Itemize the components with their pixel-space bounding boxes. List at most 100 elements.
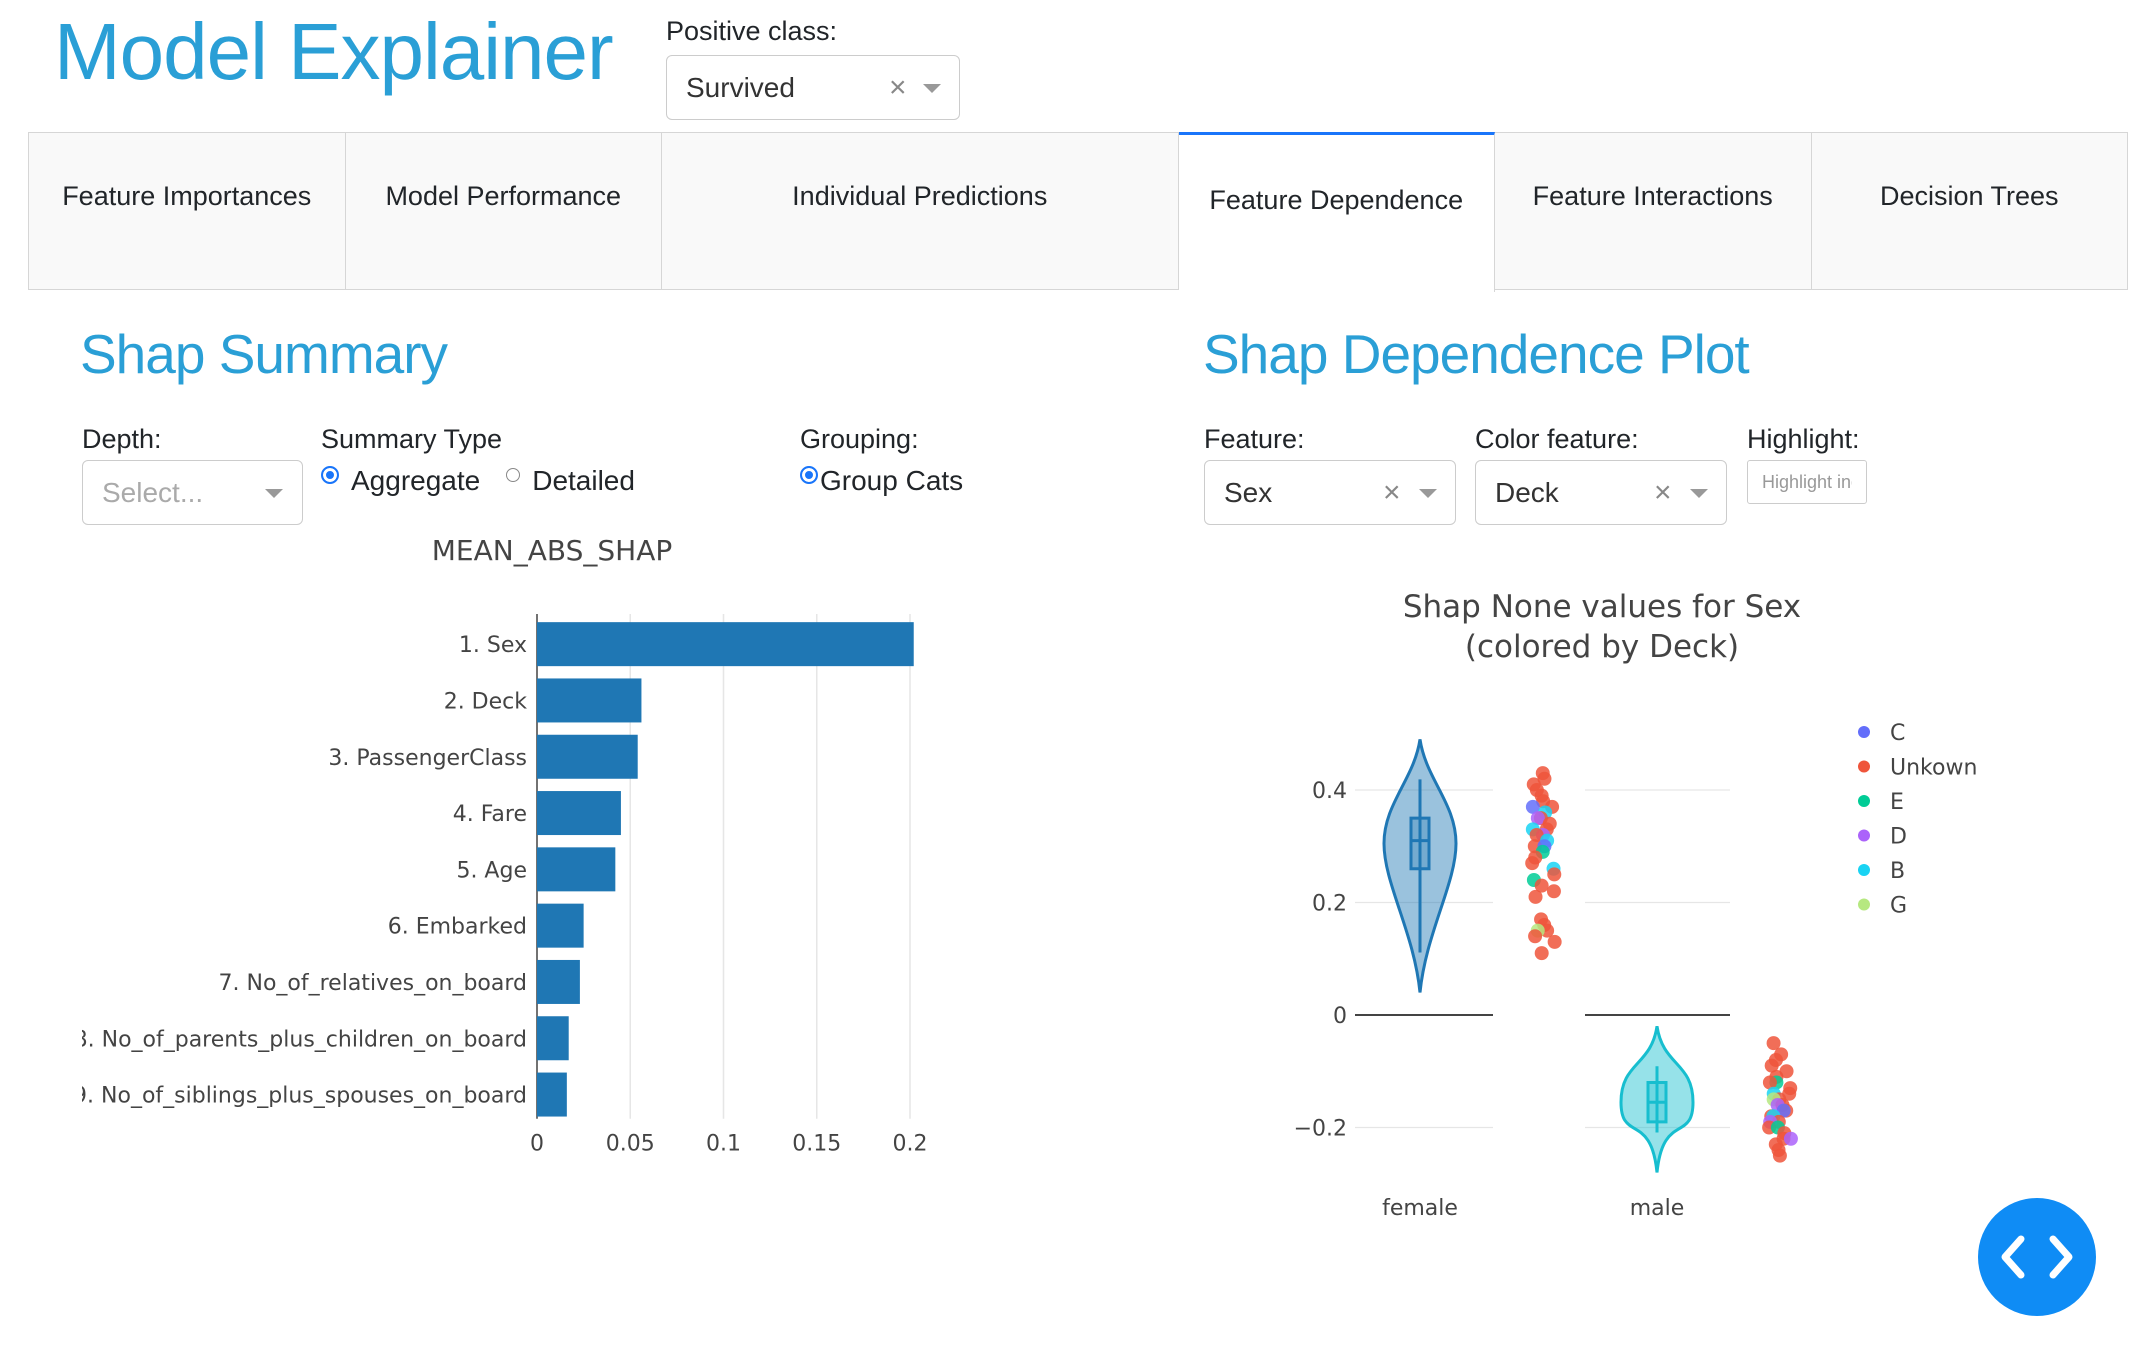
data-point xyxy=(1783,1131,1798,1146)
legend-label: C xyxy=(1890,721,1905,746)
bar xyxy=(537,903,584,948)
highlight-input[interactable] xyxy=(1747,460,1867,504)
bar xyxy=(537,959,580,1004)
bar-chart-title: MEAN_ABS_SHAP xyxy=(432,534,672,567)
chevron-down-icon[interactable] xyxy=(1690,488,1708,498)
code-toggle-button[interactable] xyxy=(1978,1198,2096,1316)
data-point xyxy=(1528,889,1543,904)
data-point xyxy=(1772,1148,1787,1163)
legend-label: B xyxy=(1890,859,1905,884)
radio-aggregate[interactable] xyxy=(321,466,339,484)
legend-label: E xyxy=(1890,790,1904,815)
bar xyxy=(537,1072,567,1117)
y-tick-label: 0.2 xyxy=(1312,892,1347,917)
category-label: 8. No_of_parents_plus_children_on_board xyxy=(74,1027,527,1052)
depth-label: Depth: xyxy=(82,424,162,454)
category-label: 4. Fare xyxy=(453,802,527,827)
data-point xyxy=(1534,946,1549,961)
code-icon xyxy=(2001,1235,2073,1279)
data-point xyxy=(1547,934,1562,949)
radio-detailed-label[interactable]: Detailed xyxy=(532,465,635,496)
x-tick-label: 0.05 xyxy=(606,1132,655,1157)
tab-feature-importances[interactable]: Feature Importances xyxy=(28,132,346,290)
legend-marker xyxy=(1858,795,1870,807)
category-label: 1. Sex xyxy=(459,633,527,658)
data-point xyxy=(1537,771,1552,786)
category-label: 9. No_of_siblings_plus_spouses_on_board xyxy=(73,1084,527,1109)
x-tick-label: 0 xyxy=(530,1132,544,1157)
radio-detailed[interactable] xyxy=(506,468,521,482)
legend-label: G xyxy=(1890,894,1907,919)
summary-type-label: Summary Type xyxy=(321,424,503,454)
shap-dependence-title: Shap Dependence Plot xyxy=(1203,323,1750,385)
feature-value: Sex xyxy=(1224,476,1273,508)
category-label: 3. PassengerClass xyxy=(328,746,527,771)
positive-class-label: Positive class: xyxy=(666,16,838,46)
tab-decision-trees[interactable]: Decision Trees xyxy=(1811,132,2128,290)
feature-select[interactable]: Sex × xyxy=(1204,460,1456,525)
clear-icon[interactable]: × xyxy=(1654,475,1672,509)
data-point xyxy=(1528,929,1543,944)
tab-feature-dependence[interactable]: Feature Dependence xyxy=(1178,132,1495,292)
data-point xyxy=(1547,867,1562,882)
grouping-checkbox[interactable]: Group Cats xyxy=(800,465,963,497)
x-category-label: female xyxy=(1382,1196,1458,1221)
radio-aggregate-label[interactable]: Aggregate xyxy=(351,465,481,496)
box xyxy=(1409,816,1431,871)
bar xyxy=(537,678,642,723)
bar xyxy=(537,791,621,836)
data-point xyxy=(1529,828,1544,842)
bar xyxy=(537,847,616,892)
tab-feature-interactions[interactable]: Feature Interactions xyxy=(1495,132,1812,290)
summary-type-radio-group: Aggregate Detailed xyxy=(321,465,635,497)
x-tick-label: 0.2 xyxy=(893,1132,928,1157)
bar xyxy=(537,734,638,779)
category-label: 6. Embarked xyxy=(388,915,527,940)
legend-label: D xyxy=(1890,825,1907,850)
y-tick-label: −0.2 xyxy=(1294,1117,1347,1142)
category-label: 7. No_of_relatives_on_board xyxy=(219,971,527,996)
data-point xyxy=(1534,878,1549,893)
y-tick-label: 0.4 xyxy=(1312,779,1347,804)
data-point xyxy=(1546,884,1561,899)
data-point xyxy=(1530,811,1545,826)
tab-individual-predictions[interactable]: Individual Predictions xyxy=(662,132,1179,290)
depth-placeholder: Select... xyxy=(102,476,204,508)
violin-chart-title: Shap None values for Sex xyxy=(1403,589,1801,625)
data-point xyxy=(1776,1103,1791,1118)
color-feature-label: Color feature: xyxy=(1475,424,1639,454)
grouping-label: Grouping: xyxy=(800,424,919,454)
bar xyxy=(537,622,914,667)
positive-class-select[interactable]: Survived × xyxy=(666,55,960,120)
legend-marker xyxy=(1858,760,1870,773)
mean-abs-shap-bar-chart: MEAN_ABS_SHAP 1. Sex 2. Deck 3. PassengerC… xyxy=(73,534,928,1157)
data-point xyxy=(1525,799,1540,814)
legend-marker xyxy=(1858,898,1870,911)
color-feature-value: Deck xyxy=(1495,476,1559,508)
data-point xyxy=(1525,856,1540,871)
clear-icon[interactable]: × xyxy=(1383,475,1401,509)
x-category-label: male xyxy=(1630,1196,1685,1221)
violin-chart-subtitle: (colored by Deck) xyxy=(1465,629,1739,665)
chevron-down-icon[interactable] xyxy=(1419,488,1437,498)
positive-class-value: Survived xyxy=(686,71,795,103)
category-label: 5. Age xyxy=(456,858,527,883)
chevron-down-icon[interactable] xyxy=(923,83,941,93)
x-tick-label: 0.1 xyxy=(706,1132,741,1157)
feature-label: Feature: xyxy=(1204,424,1305,454)
bar xyxy=(537,1016,569,1061)
legend-marker xyxy=(1858,829,1870,842)
data-point xyxy=(1762,1075,1777,1090)
clear-icon[interactable]: × xyxy=(889,70,907,104)
data-point xyxy=(1764,1058,1779,1073)
color-feature-select[interactable]: Deck × xyxy=(1475,460,1727,525)
chevron-down-icon[interactable] xyxy=(265,488,283,498)
group-cats-toggle[interactable] xyxy=(800,466,818,484)
category-label: 2. Deck xyxy=(444,689,528,714)
tab-model-performance[interactable]: Model Performance xyxy=(345,132,662,290)
legend-label: Unkown xyxy=(1890,756,1977,781)
shap-summary-title: Shap Summary xyxy=(80,323,448,385)
highlight-label: Highlight: xyxy=(1747,424,1860,454)
depth-select[interactable]: Select... xyxy=(82,460,303,525)
group-cats-label[interactable]: Group Cats xyxy=(820,465,964,496)
